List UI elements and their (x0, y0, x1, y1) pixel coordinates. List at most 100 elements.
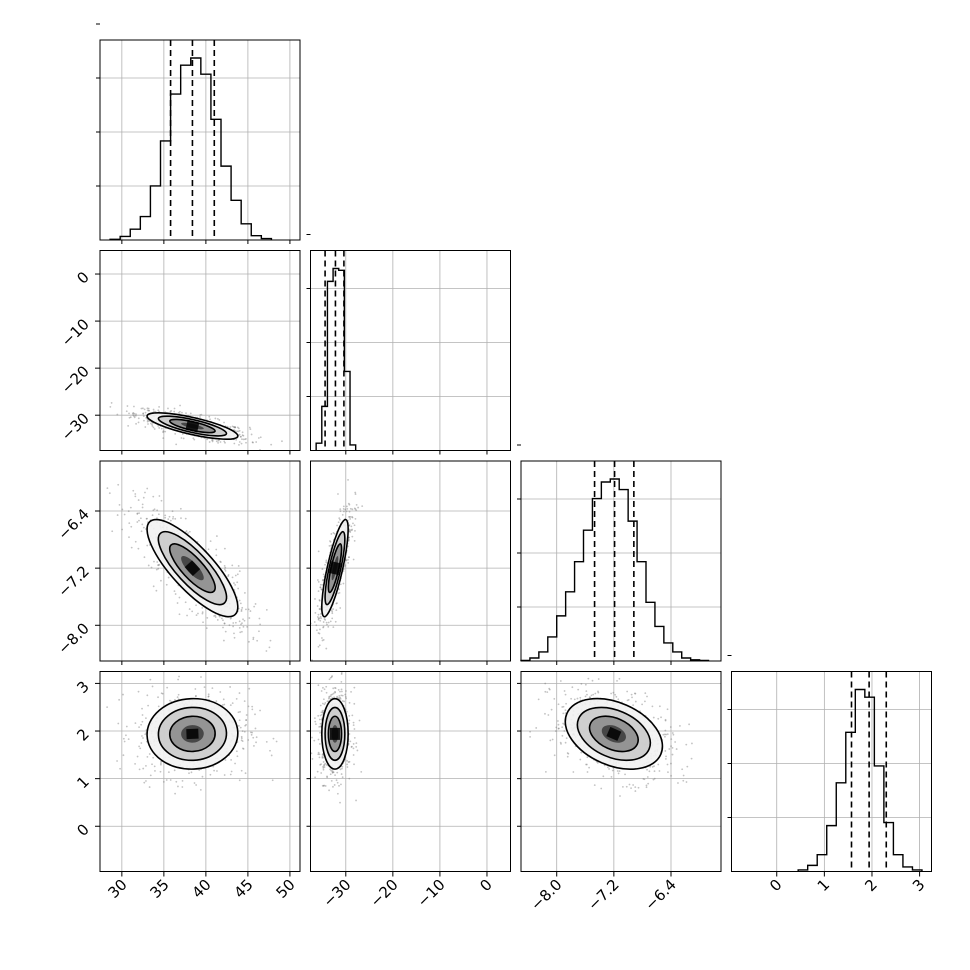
sample-point (198, 769, 201, 771)
sample-point (215, 554, 218, 557)
sample-point (126, 405, 129, 407)
sample-point (551, 738, 554, 741)
sample-point (667, 771, 669, 774)
sample-point (537, 698, 540, 701)
sample-point (336, 771, 339, 774)
sample-point (324, 563, 326, 566)
sample-point (195, 604, 197, 607)
sample-point (156, 517, 158, 520)
sample-point (564, 741, 567, 744)
sample-point (353, 539, 356, 542)
sample-point (337, 697, 340, 699)
sample-point (634, 790, 637, 792)
sample-point (322, 785, 325, 787)
sample-point (347, 479, 349, 481)
sample-point (327, 621, 330, 624)
sample-point (152, 408, 155, 411)
sample-point (339, 690, 341, 693)
sample-point (342, 510, 345, 513)
x-tick-label: 2 (861, 876, 880, 895)
sample-point (199, 414, 202, 416)
sample-point (353, 737, 356, 739)
sample-point (340, 688, 343, 691)
sample-point (350, 525, 353, 528)
sample-point (157, 564, 159, 567)
sample-point (147, 407, 150, 410)
sample-point (322, 626, 325, 629)
sample-point (269, 453, 271, 455)
sample-point (141, 720, 144, 723)
sample-point (177, 693, 180, 696)
sample-point (336, 602, 338, 605)
sample-point (631, 696, 633, 699)
sample-point (326, 775, 328, 778)
histogram-panel-2 (517, 444, 722, 662)
sample-point (549, 739, 552, 742)
sample-point (319, 628, 321, 631)
sample-point (346, 766, 349, 768)
sample-point (355, 509, 358, 512)
sample-point (328, 696, 331, 699)
sample-point (559, 741, 562, 744)
sample-point (355, 742, 358, 745)
sample-point (319, 608, 321, 611)
sample-point (596, 761, 599, 764)
sample-point (544, 682, 547, 685)
sample-point (207, 695, 210, 698)
sample-point (184, 601, 187, 604)
sample-point (335, 779, 338, 782)
sample-point (241, 730, 244, 733)
sample-point (214, 616, 217, 618)
sample-point (242, 618, 244, 621)
sample-point (173, 410, 176, 413)
sample-point (557, 723, 560, 726)
sample-point (251, 708, 254, 711)
sample-point (159, 770, 162, 773)
sample-point (216, 619, 219, 621)
sample-point (232, 622, 235, 624)
sample-point (259, 709, 261, 712)
sample-point (331, 770, 334, 773)
sample-point (334, 687, 337, 690)
sample-point (663, 733, 666, 736)
histogram-panel-0 (96, 23, 301, 241)
sample-point (561, 706, 564, 708)
sample-point (147, 423, 149, 425)
sample-point (630, 693, 633, 696)
sample-point (652, 716, 655, 719)
sample-point (146, 487, 149, 490)
histogram-bin (817, 855, 827, 872)
sample-point (317, 645, 320, 648)
sample-point (223, 774, 226, 776)
sample-point (240, 623, 242, 626)
sample-point (231, 425, 234, 428)
sample-point (221, 704, 224, 706)
sample-point (340, 680, 343, 683)
sample-point (316, 605, 319, 607)
sample-point (685, 743, 688, 746)
sample-point (586, 693, 588, 696)
histogram-step (315, 267, 357, 451)
sample-point (653, 777, 656, 780)
sample-point (125, 410, 128, 413)
panel-frame (99, 671, 301, 872)
sample-point (339, 607, 342, 609)
sample-point (314, 720, 317, 723)
sample-point (162, 431, 165, 434)
sample-point (321, 702, 324, 705)
histogram-bin (893, 855, 903, 872)
y-tick-label: 0 (73, 268, 92, 287)
sample-point (239, 726, 242, 729)
sample-point (150, 566, 153, 569)
sample-point (677, 782, 679, 784)
sample-point (152, 426, 155, 429)
sample-point (146, 407, 149, 410)
sample-point (349, 529, 352, 532)
sample-point (611, 769, 614, 772)
histogram-bin (592, 499, 601, 661)
sample-point (121, 508, 124, 511)
sample-point (349, 515, 352, 518)
sample-point (671, 753, 674, 756)
sample-point (242, 438, 245, 441)
sample-point (164, 430, 167, 433)
